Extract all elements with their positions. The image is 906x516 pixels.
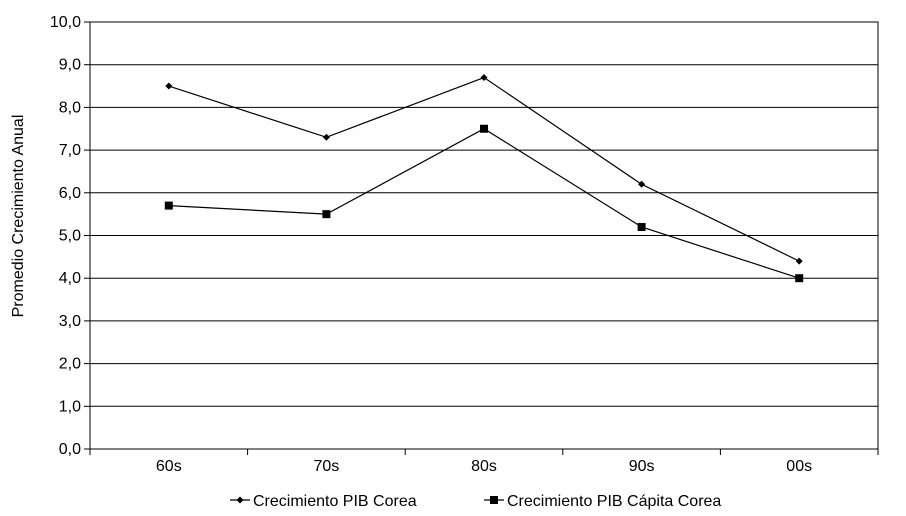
data-point xyxy=(638,180,646,188)
legend-item: Crecimiento PIB Corea xyxy=(230,493,417,510)
data-point xyxy=(480,74,488,82)
data-point xyxy=(164,201,173,210)
series-line xyxy=(168,128,800,279)
data-point xyxy=(795,257,803,265)
y-tick-label: 8,0 xyxy=(59,99,81,116)
y-tick-label: 1,0 xyxy=(59,398,81,415)
data-point xyxy=(637,222,646,231)
y-tick-label: 5,0 xyxy=(59,228,81,245)
legend-marker xyxy=(490,496,498,504)
x-tick-label: 70s xyxy=(314,458,340,475)
x-tick-label: 00s xyxy=(786,458,812,475)
data-point xyxy=(480,124,488,133)
axis-layer: 0,0 1,0 2,0 3,0 4,0 5,0 6,0 7,0 8,0 9,0 10,0 60s 70s… xyxy=(50,14,879,475)
y-tick-label: 0,0 xyxy=(59,441,81,458)
grid-layer xyxy=(89,21,879,450)
x-tick-label: 80s xyxy=(471,458,497,475)
y-tick-label: 6,0 xyxy=(59,185,81,202)
data-point xyxy=(322,210,331,219)
series-2 xyxy=(164,124,804,283)
legend: Crecimiento PIB Corea Crecimiento PIB Cáp… xyxy=(230,493,721,510)
y-tick-label: 10,0 xyxy=(50,14,81,31)
legend-item: Crecimiento PIB Cápita Corea xyxy=(484,493,721,510)
x-tick-label: 60s xyxy=(156,458,182,475)
series-layer xyxy=(164,74,804,283)
y-tick-label: 2,0 xyxy=(59,356,81,373)
legend-marker xyxy=(236,496,244,504)
data-point xyxy=(795,274,804,283)
y-tick-label: 3,0 xyxy=(59,313,81,330)
y-tick-label: 9,0 xyxy=(59,57,81,74)
data-point xyxy=(165,82,173,90)
x-tick-label: 90s xyxy=(629,458,655,475)
y-tick-label: 4,0 xyxy=(59,270,81,287)
y-tick-label: 7,0 xyxy=(59,142,81,159)
series-line xyxy=(168,76,800,262)
legend-label: Crecimiento PIB Corea xyxy=(253,493,417,510)
y-axis-title: Promedio Crecimiento Anual xyxy=(10,115,27,318)
data-point xyxy=(322,133,330,141)
legend-label: Crecimiento PIB Cápita Corea xyxy=(507,493,721,510)
series-1 xyxy=(165,74,803,265)
